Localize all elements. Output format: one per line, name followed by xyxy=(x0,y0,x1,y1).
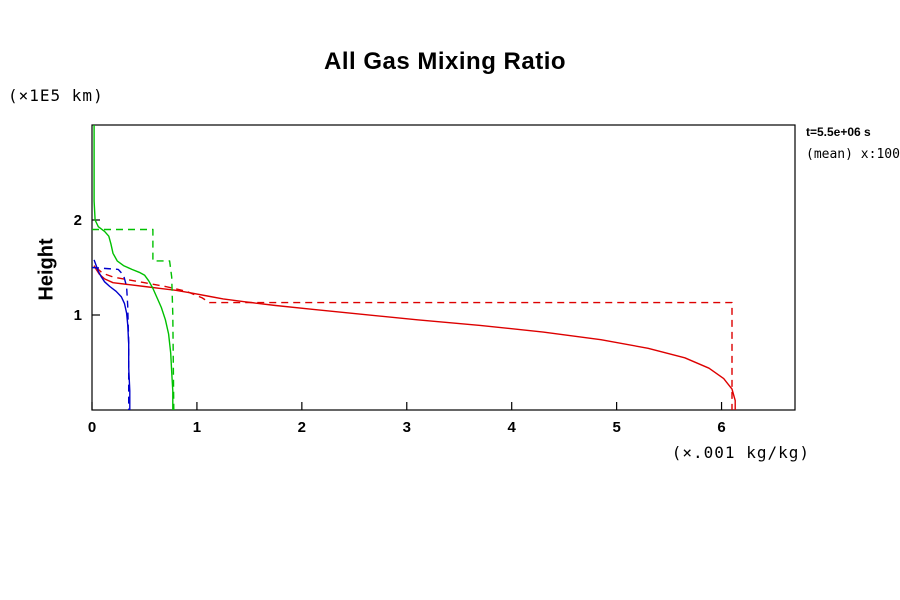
annotation-mean: (mean) x:100 xyxy=(806,147,900,162)
series-blue-solid xyxy=(93,259,131,410)
x-tick-label: 4 xyxy=(508,419,517,436)
x-tick-label: 1 xyxy=(193,419,201,436)
x-axis-unit-label: (×.001 kg/kg) xyxy=(671,443,810,462)
annotation-time: t=5.5e+06 s xyxy=(806,125,871,139)
y-tick-label: 1 xyxy=(74,307,82,324)
y-axis-unit-label: (×1E5 km) xyxy=(8,86,104,105)
x-tick-label: 0 xyxy=(88,419,96,436)
series-green-dashed xyxy=(92,228,175,411)
series-green-solid xyxy=(93,125,174,410)
series-red-solid xyxy=(93,265,736,410)
series-red-dashed xyxy=(95,266,733,410)
plot-frame xyxy=(91,124,796,411)
chart-title: All Gas Mixing Ratio xyxy=(323,48,567,75)
y-tick-label: 2 xyxy=(74,212,82,229)
series-blue-dashed xyxy=(91,266,130,410)
x-tick-label: 3 xyxy=(403,419,411,436)
x-tick-label: 6 xyxy=(717,419,725,436)
x-tick-label: 2 xyxy=(298,419,306,436)
x-tick-label: 5 xyxy=(612,419,620,436)
